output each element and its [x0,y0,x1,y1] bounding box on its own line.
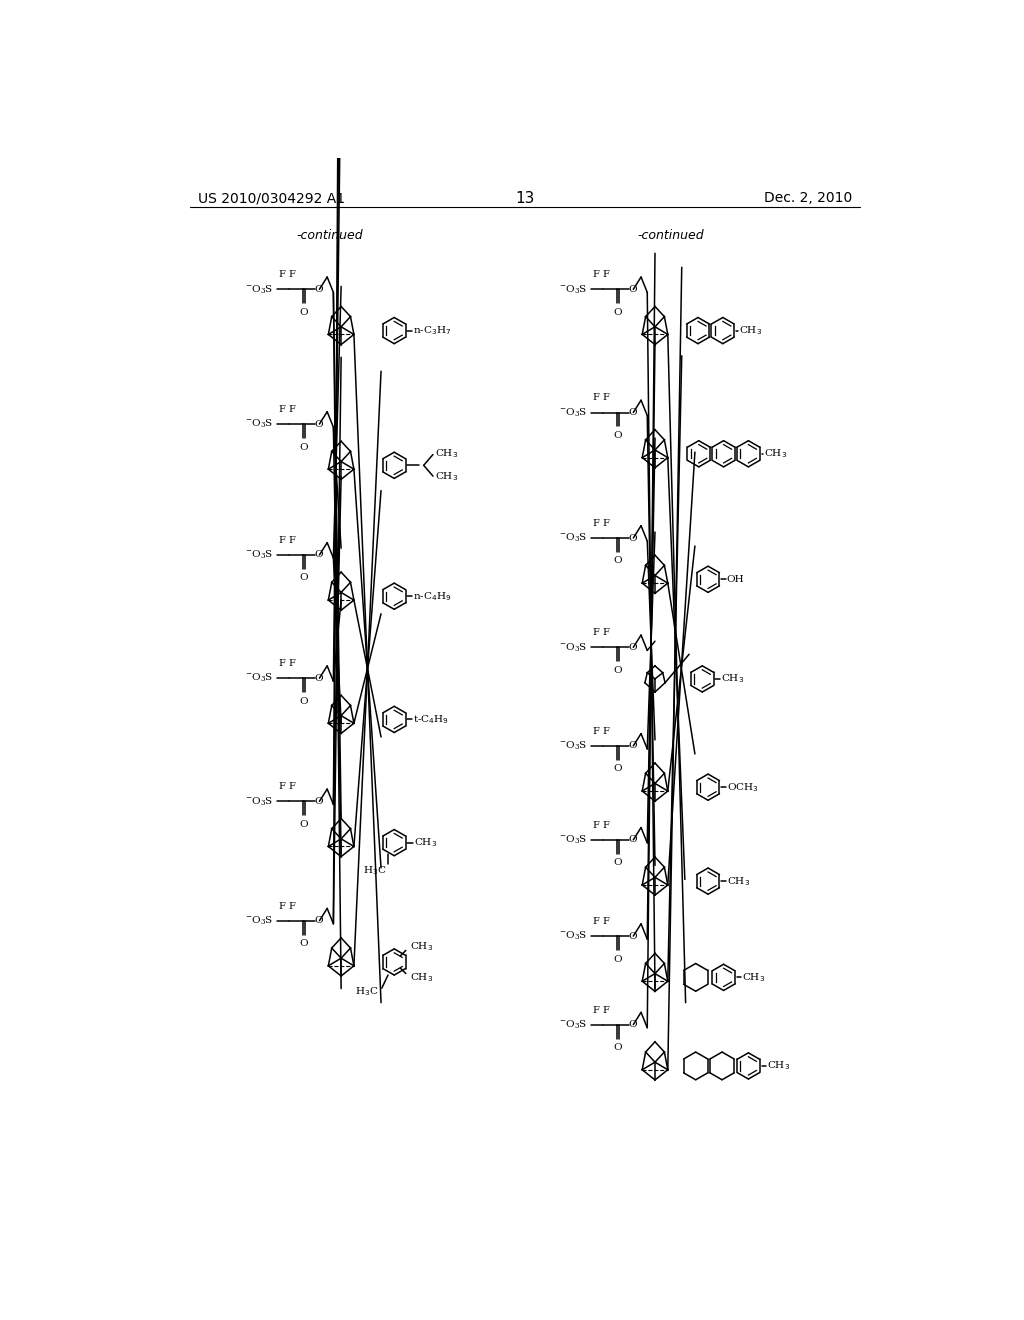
Text: O: O [629,285,637,294]
Text: O: O [300,697,308,706]
Text: CH$_3$: CH$_3$ [434,470,458,483]
Text: Dec. 2, 2010: Dec. 2, 2010 [764,191,852,206]
Text: CH$_3$: CH$_3$ [742,972,765,983]
Text: $\mathregular{{}^{-}O_3S}$: $\mathregular{{}^{-}O_3S}$ [559,739,588,752]
Text: $\mathregular{{}^{-}O_3S}$: $\mathregular{{}^{-}O_3S}$ [559,1019,588,1031]
Text: O: O [629,643,637,652]
Text: F: F [603,1006,609,1015]
Text: F: F [279,536,286,545]
Text: O: O [613,665,623,675]
Text: F: F [603,628,609,638]
Text: $\mathregular{{}^{-}O_3S}$: $\mathregular{{}^{-}O_3S}$ [559,407,588,418]
Text: n-C$_3$H$_7$: n-C$_3$H$_7$ [413,325,452,337]
Text: CH$_3$: CH$_3$ [434,447,458,461]
Text: O: O [314,916,324,925]
Text: F: F [279,783,286,792]
Text: $\mathregular{{}^{-}O_3S}$: $\mathregular{{}^{-}O_3S}$ [246,282,273,296]
Text: $\mathregular{{}^{-}O_3S}$: $\mathregular{{}^{-}O_3S}$ [559,929,588,942]
Text: H$_3$C: H$_3$C [364,865,386,876]
Text: O: O [613,430,623,440]
Text: F: F [289,271,296,280]
Text: O: O [314,285,324,294]
Text: 13: 13 [515,191,535,206]
Text: -continued: -continued [637,228,703,242]
Text: O: O [314,550,324,560]
Text: O: O [300,308,308,317]
Text: O: O [314,673,324,682]
Text: CH$_3$: CH$_3$ [727,875,750,887]
Text: $\mathregular{{}^{-}O_3S}$: $\mathregular{{}^{-}O_3S}$ [246,915,273,927]
Text: $\mathregular{{}^{-}O_3S}$: $\mathregular{{}^{-}O_3S}$ [246,418,273,430]
Text: CH$_3$: CH$_3$ [767,1060,791,1072]
Text: CH$_3$: CH$_3$ [764,447,787,461]
Text: $\mathregular{{}^{-}O_3S}$: $\mathregular{{}^{-}O_3S}$ [246,672,273,684]
Text: O: O [613,954,623,964]
Text: F: F [279,271,286,280]
Text: CH$_3$: CH$_3$ [739,325,762,337]
Text: O: O [629,1020,637,1030]
Text: $\mathregular{{}^{-}O_3S}$: $\mathregular{{}^{-}O_3S}$ [559,282,588,296]
Text: O: O [613,764,623,774]
Text: CH$_3$: CH$_3$ [721,672,744,685]
Text: -continued: -continued [296,228,362,242]
Text: F: F [279,902,286,911]
Text: F: F [593,393,599,403]
Text: OCH$_3$: OCH$_3$ [727,781,759,793]
Text: F: F [289,536,296,545]
Text: t-C$_4$H$_9$: t-C$_4$H$_9$ [413,713,449,726]
Text: $\mathregular{{}^{-}O_3S}$: $\mathregular{{}^{-}O_3S}$ [559,834,588,846]
Text: F: F [593,271,599,280]
Text: F: F [289,405,296,414]
Text: O: O [629,932,637,941]
Text: O: O [629,533,637,543]
Text: F: F [593,727,599,737]
Text: O: O [300,820,308,829]
Text: CH$_3$: CH$_3$ [410,972,433,983]
Text: O: O [300,940,308,948]
Text: F: F [593,519,599,528]
Text: O: O [300,442,308,451]
Text: F: F [603,519,609,528]
Text: $\mathregular{{}^{-}O_3S}$: $\mathregular{{}^{-}O_3S}$ [559,532,588,544]
Text: $\mathregular{{}^{-}O_3S}$: $\mathregular{{}^{-}O_3S}$ [246,549,273,561]
Text: O: O [629,742,637,750]
Text: F: F [593,1006,599,1015]
Text: F: F [593,628,599,638]
Text: F: F [603,271,609,280]
Text: O: O [314,420,324,429]
Text: F: F [593,917,599,927]
Text: $\mathregular{{}^{-}O_3S}$: $\mathregular{{}^{-}O_3S}$ [246,795,273,808]
Text: F: F [289,902,296,911]
Text: F: F [289,659,296,668]
Text: CH$_3$: CH$_3$ [410,940,433,953]
Text: OH: OH [727,574,744,583]
Text: O: O [629,408,637,417]
Text: F: F [603,393,609,403]
Text: H$_3$C: H$_3$C [355,985,379,998]
Text: O: O [613,308,623,317]
Text: n-C$_4$H$_9$: n-C$_4$H$_9$ [413,590,452,603]
Text: F: F [603,821,609,830]
Text: O: O [613,557,623,565]
Text: $\mathregular{{}^{-}O_3S}$: $\mathregular{{}^{-}O_3S}$ [559,642,588,653]
Text: O: O [300,573,308,582]
Text: CH$_3$: CH$_3$ [414,837,437,849]
Text: US 2010/0304292 A1: US 2010/0304292 A1 [198,191,345,206]
Text: O: O [629,836,637,845]
Text: O: O [314,797,324,805]
Text: F: F [279,405,286,414]
Text: O: O [613,858,623,867]
Text: F: F [593,821,599,830]
Text: F: F [603,917,609,927]
Text: F: F [279,659,286,668]
Text: F: F [603,727,609,737]
Text: F: F [289,783,296,792]
Text: O: O [613,1043,623,1052]
